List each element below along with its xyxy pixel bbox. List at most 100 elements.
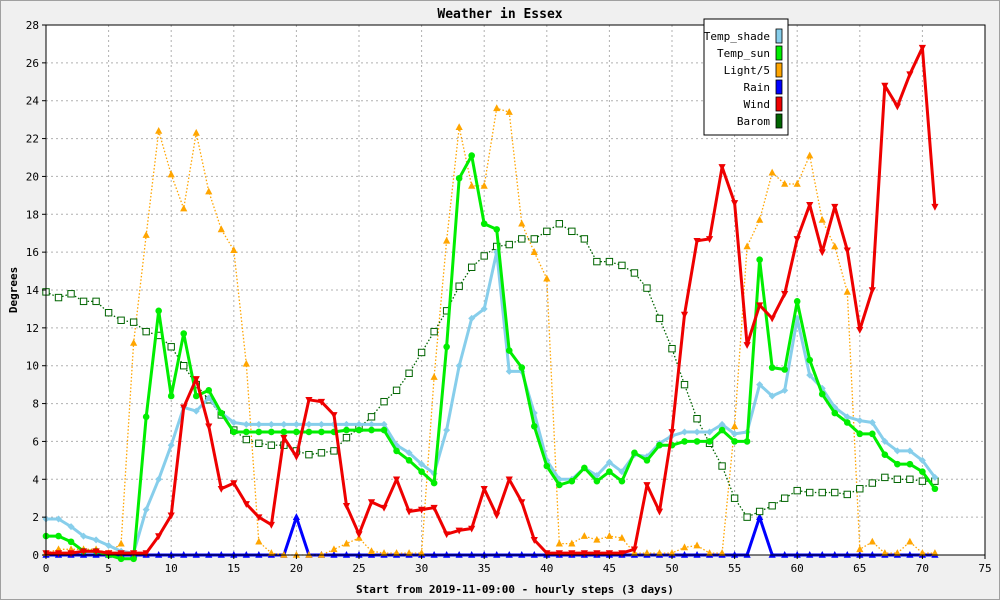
data-point-light-5 (418, 549, 426, 556)
data-point-rain (868, 551, 876, 558)
data-point-temp-sun (718, 426, 726, 434)
data-point-wind (793, 236, 801, 243)
data-point-rain (468, 551, 476, 558)
data-point-wind (468, 525, 476, 533)
data-point-light-5 (593, 535, 601, 543)
data-point-temp-sun (355, 426, 363, 434)
y-tick-label: 18 (26, 208, 39, 221)
y-tick-label: 8 (32, 398, 39, 411)
data-point-temp-sun (530, 422, 538, 430)
data-point-rain (793, 551, 801, 558)
data-point-wind (881, 82, 889, 90)
data-point-temp-shade (80, 532, 88, 540)
data-point-light-5 (230, 246, 238, 254)
data-point-barom (793, 486, 801, 495)
data-point-rain (906, 551, 914, 558)
data-point-temp-sun (205, 387, 213, 394)
data-point-temp-sun (180, 330, 188, 337)
data-point-barom (330, 447, 338, 455)
data-point-light-5 (342, 539, 351, 547)
data-point-light-5 (242, 359, 250, 367)
x-tick-label: 35 (478, 562, 491, 575)
data-point-barom (54, 293, 63, 302)
data-point-wind (192, 376, 200, 383)
data-point-temp-sun (581, 464, 588, 472)
data-point-temp-sun (606, 468, 613, 476)
data-point-light-5 (530, 248, 538, 255)
data-point-barom (104, 309, 113, 317)
data-point-temp-shade (280, 420, 288, 428)
data-point-barom (755, 507, 764, 516)
data-point-barom (92, 297, 100, 306)
data-point-wind (781, 290, 789, 298)
data-point-wind (480, 485, 488, 493)
data-point-temp-shade (868, 419, 876, 426)
y-tick-label: 28 (26, 19, 39, 32)
data-point-barom (305, 450, 313, 459)
data-point-barom (730, 494, 739, 502)
data-point-rain (680, 551, 689, 558)
data-point-light-5 (693, 541, 701, 549)
x-tick-label: 0 (43, 562, 50, 575)
data-point-wind (267, 521, 275, 529)
legend-swatch-light-5 (775, 62, 783, 78)
data-point-temp-sun (856, 430, 864, 438)
data-point-wind (205, 423, 213, 431)
data-point-temp-shade (706, 428, 714, 436)
data-point-temp-shade (605, 458, 613, 466)
data-point-temp-sun (831, 409, 839, 417)
data-point-rain (530, 551, 538, 558)
data-point-barom (142, 327, 150, 336)
data-point-wind (242, 501, 250, 508)
data-point-light-5 (856, 545, 864, 553)
data-point-rain (831, 551, 839, 558)
data-point-barom (518, 235, 526, 243)
data-point-wind (217, 485, 225, 493)
data-point-light-5 (205, 187, 213, 195)
data-point-wind (105, 550, 113, 558)
data-point-temp-sun (881, 451, 889, 458)
series-wind (42, 44, 939, 558)
data-point-light-5 (255, 537, 263, 545)
data-point-rain (242, 551, 250, 558)
data-point-wind (518, 499, 526, 506)
data-point-wind (530, 537, 538, 544)
data-point-barom (530, 235, 538, 243)
data-point-light-5 (493, 104, 501, 112)
data-point-light-5 (505, 108, 513, 115)
y-axis-label: Degrees (7, 267, 20, 313)
legend-swatch-rain (775, 79, 783, 95)
data-point-light-5 (280, 551, 288, 558)
data-point-barom (430, 327, 438, 336)
data-point-wind (543, 550, 551, 558)
data-point-barom (242, 435, 251, 444)
data-point-barom (117, 316, 125, 324)
data-point-temp-shade (342, 420, 350, 428)
data-point-rain (443, 551, 451, 558)
series-barom (42, 220, 939, 521)
data-point-wind (618, 550, 626, 558)
x-tick-label: 45 (603, 562, 616, 575)
y-tick-label: 10 (26, 360, 39, 373)
data-point-temp-shade (893, 447, 901, 455)
data-point-temp-shade (681, 428, 689, 436)
data-point-wind (705, 236, 714, 243)
data-point-barom (643, 284, 651, 292)
data-point-light-5 (881, 549, 889, 556)
data-point-barom (768, 502, 776, 510)
data-point-temp-sun (806, 356, 814, 364)
data-point-barom (743, 513, 751, 521)
data-point-temp-shade (155, 475, 163, 483)
data-point-wind (292, 453, 300, 461)
data-point-temp-shade (468, 314, 476, 322)
data-point-temp-shade (918, 456, 926, 464)
data-point-barom (67, 290, 75, 298)
data-point-barom (630, 269, 639, 277)
data-point-temp-sun (593, 477, 601, 485)
data-point-temp-shade (480, 305, 488, 313)
data-point-barom (180, 362, 188, 370)
data-point-temp-sun (380, 426, 388, 434)
data-point-temp-sun (543, 462, 551, 470)
data-point-temp-shade (368, 420, 376, 428)
data-point-temp-shade (455, 362, 463, 370)
